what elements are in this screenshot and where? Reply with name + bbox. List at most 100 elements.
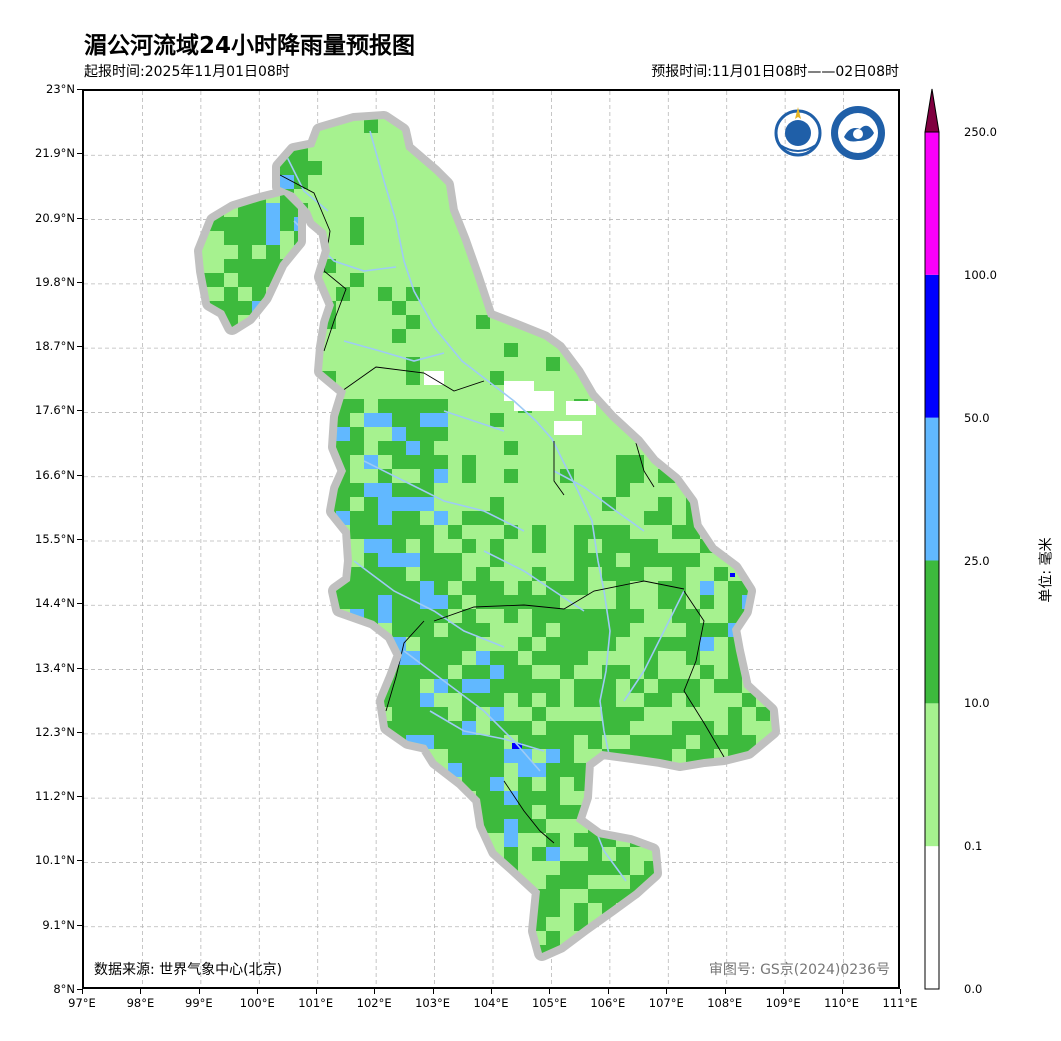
rain-cell xyxy=(84,903,98,917)
rain-cell xyxy=(770,903,772,917)
rain-cell xyxy=(686,749,700,763)
rain-cell xyxy=(336,945,350,953)
rain-cell xyxy=(154,273,168,287)
rain-cell xyxy=(126,707,140,721)
rain-cell xyxy=(280,749,294,763)
rain-cell xyxy=(784,861,798,875)
rain-cell xyxy=(238,903,252,917)
rain-cell xyxy=(126,189,140,203)
rain-cell xyxy=(378,525,392,539)
rain-cell xyxy=(112,553,126,567)
rain-cell xyxy=(224,875,238,889)
rain-cell xyxy=(406,595,420,609)
rain-cell xyxy=(98,469,112,483)
rain-cell xyxy=(644,665,658,679)
rain-cell xyxy=(546,931,560,945)
rain-cell xyxy=(168,875,182,889)
rain-cell xyxy=(868,553,882,567)
rain-cell xyxy=(882,245,896,259)
rain-cell xyxy=(154,903,168,917)
rain-cell xyxy=(728,343,742,357)
rain-cell xyxy=(770,483,772,497)
lat-tick-label: 11.2°N xyxy=(35,789,75,804)
lat-tick-mark xyxy=(77,410,82,412)
rain-cell xyxy=(154,217,168,231)
rain-cell xyxy=(168,413,182,427)
rain-cell xyxy=(602,371,616,385)
rain-cell xyxy=(98,161,112,175)
rain-cell xyxy=(756,889,770,903)
rain-cell xyxy=(462,973,476,987)
rain-cell xyxy=(756,455,770,469)
rain-cell xyxy=(210,945,224,953)
rain-cell xyxy=(518,819,532,833)
rain-cell xyxy=(406,959,420,973)
rain-cell xyxy=(252,231,266,245)
rain-cell xyxy=(112,903,126,917)
rain-cell xyxy=(294,749,308,763)
cma-logo xyxy=(831,106,885,160)
rain-cell xyxy=(392,945,406,953)
rain-cell xyxy=(154,203,168,217)
rain-cell xyxy=(672,161,686,175)
rain-cell xyxy=(308,525,322,539)
rain-cell xyxy=(812,427,826,441)
rain-cell xyxy=(896,917,900,931)
rain-cell xyxy=(588,119,602,133)
rain-cell xyxy=(602,693,616,707)
rain-cell xyxy=(644,777,658,791)
rain-cell xyxy=(560,973,574,987)
rain-cell xyxy=(658,301,672,315)
rain-cell xyxy=(770,231,772,245)
rain-cell xyxy=(84,203,98,217)
rain-cell xyxy=(280,707,294,721)
rain-cell xyxy=(896,637,900,651)
rain-cell xyxy=(224,777,238,791)
rain-cell xyxy=(406,875,420,889)
rain-cell xyxy=(210,497,224,511)
rain-cell xyxy=(448,861,462,875)
rain-cell xyxy=(202,175,210,189)
rain-cell xyxy=(238,875,252,889)
rain-cell xyxy=(350,721,364,735)
rain-cell xyxy=(392,707,406,721)
rain-cell xyxy=(616,595,630,609)
rain-cell xyxy=(182,217,196,231)
rain-cell xyxy=(126,903,140,917)
rain-cell xyxy=(518,581,532,595)
rain-cell xyxy=(826,413,840,427)
rain-cell xyxy=(630,567,644,581)
rain-cell xyxy=(202,805,210,819)
rain-cell xyxy=(686,693,700,707)
rain-cell xyxy=(518,105,532,119)
rain-cell xyxy=(532,623,546,637)
rain-cell xyxy=(378,805,392,819)
lon-tick-mark xyxy=(783,989,785,994)
rain-cell xyxy=(798,763,812,777)
rain-cell xyxy=(126,581,140,595)
rain-cell xyxy=(602,539,616,553)
rain-cell xyxy=(182,763,196,777)
rain-cell xyxy=(630,315,644,329)
rain-cell xyxy=(406,609,420,623)
rain-cell xyxy=(644,637,658,651)
rain-cell xyxy=(476,595,490,609)
rain-cell xyxy=(546,903,560,917)
rain-cell xyxy=(616,721,630,735)
rain-cell xyxy=(84,861,98,875)
rain-cell xyxy=(714,819,728,833)
rain-cell xyxy=(202,861,210,875)
rain-cell xyxy=(224,91,238,105)
rain-cell xyxy=(420,623,434,637)
rain-cell xyxy=(98,609,112,623)
rain-cell xyxy=(686,847,700,861)
rain-cell xyxy=(672,455,686,469)
rain-cell xyxy=(854,721,868,735)
rain-cell xyxy=(84,889,98,903)
rain-cell xyxy=(434,973,448,987)
rain-cell xyxy=(658,777,672,791)
rain-cell xyxy=(406,441,420,455)
rain-cell xyxy=(210,175,224,189)
rain-cell xyxy=(224,889,238,903)
rain-cell xyxy=(644,917,658,931)
